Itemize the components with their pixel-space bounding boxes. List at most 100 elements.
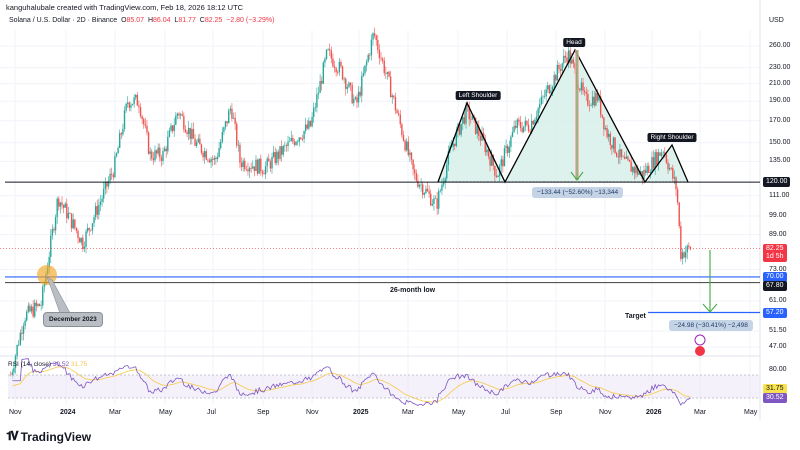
candle [603,117,605,130]
candle [478,126,480,137]
candle [34,302,36,317]
candle [441,184,443,191]
candle [627,156,629,160]
symbol-name[interactable]: Solana / U.S. Dollar · 2D · Binance [9,17,118,24]
close-value: 82.25 [204,17,223,24]
candle [391,95,393,98]
candle [383,60,385,74]
candle [402,135,405,141]
candle [102,188,105,199]
candle [351,85,353,104]
tradingview-logo[interactable]: 𝟏𝐕 TradingView [6,429,91,444]
candle [688,245,690,248]
candle [167,136,169,152]
candle [601,114,603,118]
rsi-title[interactable]: RSI (14, close) [8,361,51,368]
candle [162,151,164,161]
candle [624,156,626,159]
candle [455,131,458,147]
candle [593,96,595,106]
candle [205,151,207,160]
candle [471,115,474,120]
candle [542,96,544,98]
candle [348,82,350,88]
candle [433,198,435,204]
candle [16,345,18,356]
candle [346,87,349,89]
candle [94,206,97,218]
candle [401,124,403,136]
candle [69,213,71,214]
candle [250,167,252,169]
candle [239,144,241,163]
candle [253,166,256,172]
rsi-ma-value: 31.75 [70,361,88,368]
candle [583,90,586,93]
candle [86,227,89,232]
candle [301,138,304,140]
candle [567,50,570,63]
candle [290,137,292,142]
candle [468,105,470,120]
candle [539,103,541,109]
candle [516,119,519,128]
candle [486,149,488,153]
candle [338,62,341,73]
candle [410,152,413,160]
candle [476,126,478,134]
candle [396,110,398,114]
candle [534,119,536,125]
rsi-band [8,375,760,398]
candle [220,141,222,149]
candle [423,193,426,195]
candle [272,152,275,157]
candle [521,128,523,132]
candle [609,133,611,146]
candle [202,152,204,158]
candle [96,206,98,215]
candle [628,159,631,162]
candle [625,156,628,159]
price-tick: 230.00 [769,63,791,71]
rsi-value: 30.52 [52,361,70,368]
candle [676,189,679,203]
candle [651,157,653,173]
candle [545,89,547,97]
candle [463,117,466,124]
candle [284,145,286,147]
candle [252,166,254,169]
candle [481,133,483,141]
candle [415,173,417,181]
candle [159,147,161,158]
candle [104,181,106,189]
candle [13,368,15,373]
price-tick: 99.00 [769,211,787,219]
candle [465,105,467,124]
candle [248,167,251,172]
price-tick: 170.00 [769,116,791,124]
candle [329,49,331,51]
close-label: C [199,17,205,24]
candle [226,121,228,124]
candle [109,173,111,181]
candle [474,117,477,134]
candle [27,305,30,312]
candle [221,131,224,142]
candle [620,149,623,157]
candle [595,93,597,106]
candle [343,78,345,80]
candle [163,148,166,152]
candle [322,62,325,84]
candle [458,124,461,135]
candle [136,94,139,106]
candle [62,205,65,208]
price-tick: 150.00 [769,138,791,146]
candle [325,49,328,59]
candle [200,144,203,153]
candle [316,94,318,108]
candle [263,173,265,175]
candle [680,226,682,259]
candle [152,158,155,161]
candle [511,131,514,137]
